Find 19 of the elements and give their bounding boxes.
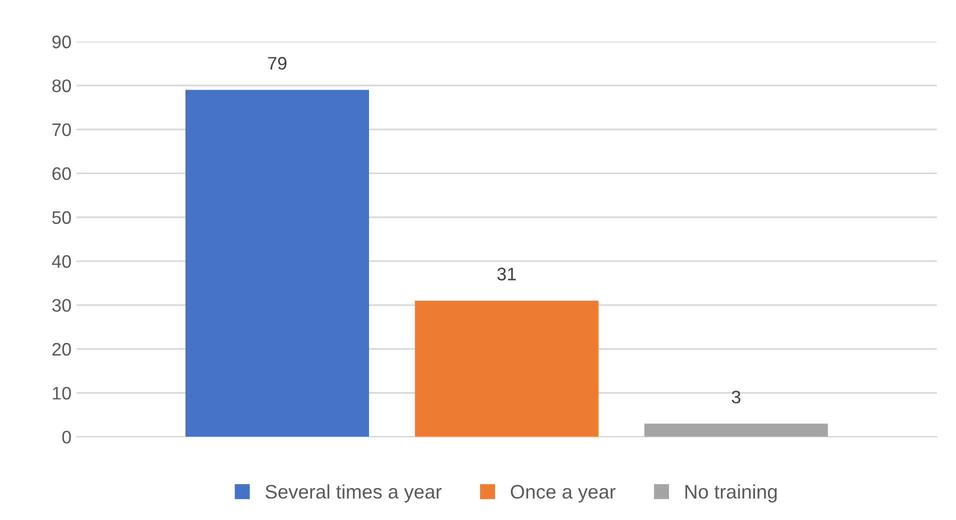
bar: [644, 424, 828, 437]
data-label: 3: [732, 390, 740, 404]
y-tick-label: 70: [52, 123, 71, 136]
legend-label: Once a year: [510, 484, 616, 502]
bar: [414, 300, 598, 437]
y-tick-label: 20: [52, 342, 71, 356]
legend-label: No training: [685, 484, 777, 502]
y-tick-label: 80: [52, 79, 71, 92]
bar: [185, 90, 370, 437]
data-label: 79: [268, 56, 286, 70]
data-label: 31: [497, 268, 516, 280]
y-tick-label: 30: [52, 299, 71, 312]
y-tick-label: 90: [52, 36, 71, 48]
y-tick-label: 40: [52, 255, 71, 268]
legend-label: Several times a year: [266, 484, 442, 502]
y-tick-label: 10: [52, 386, 71, 400]
y-tick-label: 0: [62, 430, 71, 444]
y-tick-label: 50: [52, 211, 71, 224]
y-tick-label: 60: [52, 167, 71, 180]
